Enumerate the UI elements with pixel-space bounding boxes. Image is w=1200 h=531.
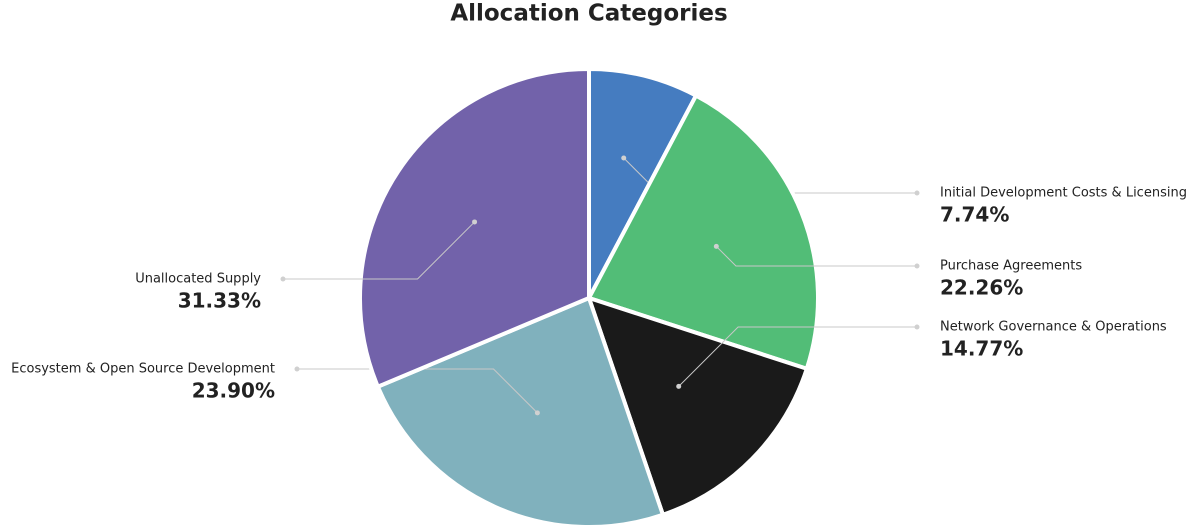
pie-slice [587,66,699,299]
pie-slice [375,295,666,529]
leader-dot [534,410,540,416]
slice-value: 7.74% [940,203,1009,227]
leader-line [283,221,475,280]
slice-label: Unallocated Supply [135,272,261,287]
leader-dot [294,366,300,372]
chart-title: Allocation Categories [450,1,727,27]
leader-dot [676,383,682,389]
leader-dot [713,243,719,249]
slice-label: Network Governance & Operations [940,320,1167,335]
pie-slice [585,294,810,518]
slice-value: 14.77% [940,337,1023,361]
leader-dot [914,324,920,330]
slice-label: Initial Development Costs & Licensing [940,186,1187,201]
slice-value: 22.26% [940,276,1023,300]
leader-line [678,326,917,387]
leader-dot [914,263,920,269]
pie-slice [586,92,820,372]
leader-line [715,246,917,267]
slice-label: Purchase Agreements [940,259,1082,274]
leader-dot [621,155,627,161]
leader-dot [472,219,478,225]
pie-slice [358,66,591,390]
slice-value: 23.90% [192,379,275,403]
slice-label: Ecosystem & Open Source Development [11,362,275,377]
leader-dot [914,190,920,196]
leader-dot [280,276,286,282]
slice-value: 31.33% [178,289,261,313]
leader-line [297,368,538,414]
